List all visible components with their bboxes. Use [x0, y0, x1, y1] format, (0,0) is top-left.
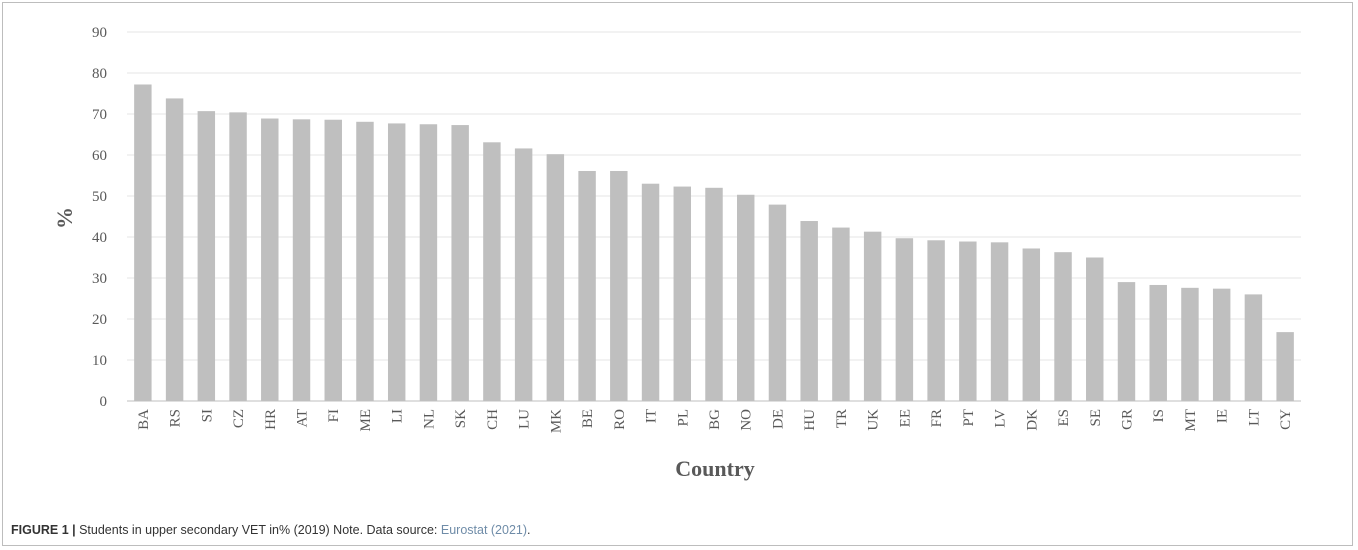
- x-tick-label: IT: [644, 409, 660, 423]
- bar-fi: [324, 119, 342, 402]
- bar-bg: [705, 187, 723, 401]
- y-tick-label: 40: [92, 230, 107, 246]
- bar-be: [578, 170, 596, 401]
- x-axis-label: Country: [675, 456, 754, 481]
- x-tick-label: BE: [580, 409, 596, 428]
- bar-fr: [927, 240, 945, 401]
- bar-es: [1054, 252, 1072, 401]
- bar-is: [1149, 284, 1167, 401]
- y-tick-label: 50: [92, 189, 107, 205]
- bar-si: [197, 111, 216, 401]
- bar-dk: [1022, 248, 1041, 401]
- x-tick-label: DE: [770, 409, 786, 429]
- bar-rs: [165, 98, 184, 402]
- gridlines: [127, 31, 1301, 361]
- x-tick-labels: BA RS SI CZ HR AT FI ME LI NL SK CH LU MK BE RO IT PL BG NO…: [136, 409, 1294, 433]
- x-tick-label: RS: [168, 409, 184, 427]
- source-link[interactable]: Eurostat (2021): [440, 523, 528, 537]
- bar-at: [292, 119, 311, 401]
- bar-ro: [610, 170, 628, 401]
- figure-label: FIGURE 1 |: [11, 523, 76, 537]
- bar-li: [387, 123, 406, 402]
- y-tick-label: 60: [92, 148, 107, 164]
- caption-end: .: [527, 523, 531, 537]
- bar-no: [737, 194, 755, 401]
- x-tick-label: FR: [929, 409, 945, 427]
- bar-sk: [451, 125, 469, 401]
- bar-ba: [134, 84, 152, 401]
- x-tick-label: AT: [295, 409, 311, 427]
- x-tick-label: CY: [1278, 409, 1294, 430]
- bar-gr: [1117, 282, 1136, 401]
- y-tick-label: 10: [92, 353, 107, 369]
- bar-pl: [673, 186, 691, 401]
- bar-lu: [514, 148, 533, 401]
- x-tick-label: NL: [421, 409, 437, 429]
- x-tick-label: HU: [802, 409, 818, 431]
- bar-cz: [229, 112, 247, 402]
- figure-caption: FIGURE 1 | Students in upper secondary V…: [11, 523, 531, 537]
- bar-mt: [1181, 287, 1199, 401]
- x-tick-label: BG: [707, 409, 723, 430]
- x-tick-label: SI: [199, 409, 215, 422]
- x-tick-label: EE: [897, 409, 913, 427]
- x-tick-label: MT: [1183, 409, 1199, 432]
- bar-pt: [959, 241, 977, 401]
- x-tick-label: DK: [1024, 409, 1040, 431]
- bar-se: [1086, 257, 1104, 401]
- bar-lv: [990, 242, 1009, 401]
- x-tick-label: ME: [358, 409, 374, 432]
- bars: [134, 84, 1294, 402]
- y-tick-label: 20: [92, 312, 107, 328]
- x-tick-label: IS: [1151, 409, 1167, 422]
- caption-text: Students in upper secondary VET in% (201…: [75, 523, 441, 537]
- x-tick-label: LT: [1246, 409, 1262, 426]
- y-tick-label: 70: [92, 107, 107, 123]
- bar-me: [356, 121, 374, 401]
- x-tick-label: LU: [517, 409, 533, 429]
- x-tick-label: SK: [453, 409, 469, 428]
- x-tick-label: PL: [675, 409, 691, 427]
- bar-ie: [1212, 288, 1231, 401]
- bar-chart: 0 10 20 30 40 50 60 70 80 90 BA RS SI CZ HR AT FI ME LI NL…: [52, 25, 1301, 481]
- x-tick-label: LI: [390, 409, 406, 423]
- x-tick-label: SE: [1088, 409, 1104, 427]
- y-tick-label: 90: [92, 25, 107, 41]
- bar-tr: [832, 227, 850, 401]
- x-tick-label: PT: [961, 409, 977, 427]
- y-tick-labels: 0 10 20 30 40 50 60 70 80 90: [92, 25, 107, 410]
- x-tick-label: MK: [548, 409, 564, 433]
- x-tick-label: FI: [326, 409, 342, 422]
- bar-uk: [863, 231, 882, 401]
- bar-lt: [1244, 294, 1263, 401]
- y-tick-label: 80: [92, 66, 107, 82]
- bar-de: [768, 204, 787, 401]
- y-tick-label: 0: [100, 394, 108, 410]
- x-tick-label: IE: [1215, 409, 1231, 423]
- x-tick-label: ES: [1056, 409, 1072, 427]
- bar-it: [641, 183, 660, 401]
- x-tick-label: LV: [993, 409, 1009, 428]
- bar-hr: [261, 118, 279, 401]
- y-tick-label: 30: [92, 271, 107, 287]
- x-tick-label: HR: [263, 409, 279, 430]
- x-tick-label: TR: [834, 409, 850, 428]
- x-tick-label: RO: [612, 409, 628, 430]
- x-tick-label: CZ: [231, 409, 247, 428]
- bar-ee: [895, 238, 914, 401]
- bar-nl: [419, 124, 438, 401]
- x-tick-label: CH: [485, 409, 501, 430]
- x-tick-label: UK: [866, 409, 882, 431]
- bar-mk: [546, 154, 565, 401]
- x-tick-label: BA: [136, 409, 152, 430]
- bar-cy: [1276, 332, 1294, 401]
- bar-ch: [483, 142, 501, 402]
- y-axis-label: %: [52, 207, 77, 229]
- x-tick-label: GR: [1119, 409, 1135, 430]
- bar-hu: [800, 221, 818, 401]
- x-tick-label: NO: [739, 409, 755, 431]
